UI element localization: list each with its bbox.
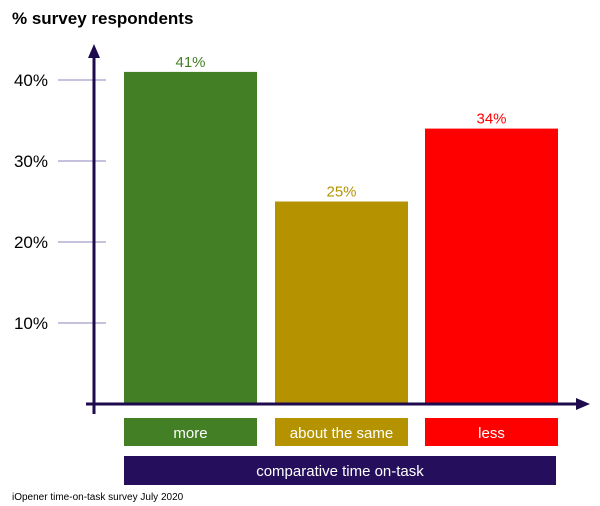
y-tick-label: 20% [14, 233, 48, 252]
y-ticks: 10% 20% 30% 40% [14, 71, 106, 333]
bar [425, 128, 558, 404]
y-tick-label: 40% [14, 71, 48, 90]
y-axis-arrow [88, 44, 100, 58]
bar [124, 71, 257, 405]
source-note: iOpener time-on-task survey July 2020 [12, 492, 184, 503]
data-label: 25% [326, 184, 356, 201]
category-label: less [478, 425, 505, 442]
y-tick-label: 30% [14, 152, 48, 171]
data-label: 34% [476, 111, 506, 128]
category-label: about the same [290, 425, 393, 442]
y-axis-title: % survey respondents [12, 9, 193, 28]
bar [275, 201, 408, 404]
x-axis-title-background [124, 456, 556, 485]
x-axis-title: comparative time on-task [256, 463, 424, 480]
bars: 41% 25% 34% [124, 54, 558, 405]
category-label-box [425, 418, 558, 446]
category-label-box [124, 418, 257, 446]
category-label-box [275, 418, 408, 446]
x-axis-arrow [576, 398, 590, 410]
category-labels: more about the same less [124, 418, 558, 446]
category-label: more [173, 425, 207, 442]
data-label: 41% [175, 54, 205, 71]
axes [86, 44, 590, 414]
y-tick-label: 10% [14, 314, 48, 333]
